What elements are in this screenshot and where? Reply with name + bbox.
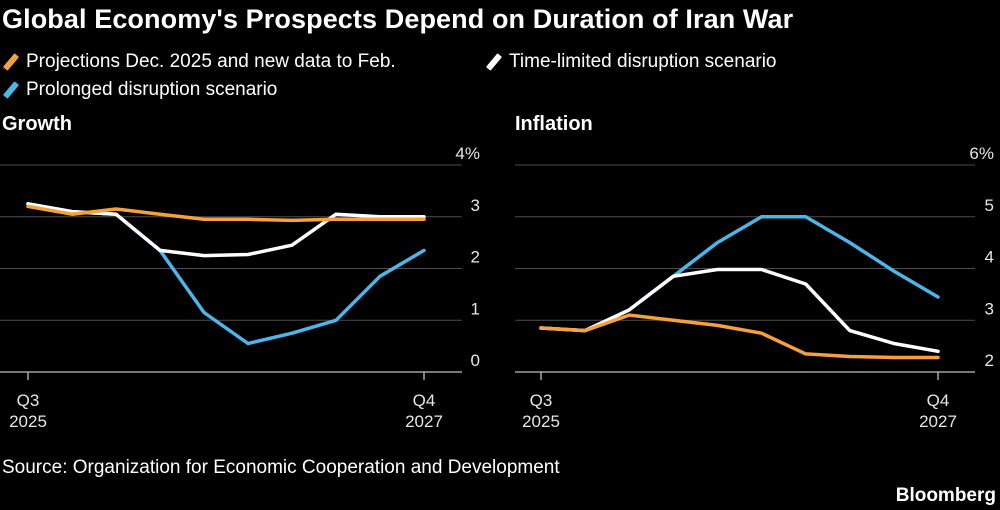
legend-label-prolonged: Prolonged disruption scenario <box>26 79 278 100</box>
bloomberg-logo: Bloomberg <box>895 485 996 506</box>
growth-x-tick-label: 2027 <box>405 412 443 431</box>
inflation-series-projections <box>539 313 940 360</box>
inflation-y-tick-label: 2 <box>985 351 994 370</box>
growth-x-tick-label: 2025 <box>9 412 47 431</box>
inflation-x-tick-label: Q4 <box>927 391 950 410</box>
inflation-y-tick-label: 4 <box>985 248 994 267</box>
legend-label-projections: Projections Dec. 2025 and new data to Fe… <box>26 51 396 72</box>
legend-label-time-limited: Time-limited disruption scenario <box>509 51 777 72</box>
growth-x-tick-label: Q4 <box>413 391 436 410</box>
growth-chart: 0 1 2 3 4% Q3 2025 Q4 2027 <box>0 144 480 431</box>
growth-x-tick-label: Q3 <box>17 391 40 410</box>
inflation-x-tick-label: 2027 <box>919 412 957 431</box>
source-note: Source: Organization for Economic Cooper… <box>2 457 560 478</box>
growth-y-tick-label: 3 <box>471 196 480 215</box>
growth-y-tick-label: 0 <box>471 351 480 370</box>
inflation-series-prolonged <box>539 215 940 333</box>
inflation-y-tick-label: 6% <box>969 144 994 163</box>
growth-y-tick-label: 4% <box>455 144 480 163</box>
inflation-chart: 2 3 4 5 6% Q3 2025 Q4 2027 <box>515 144 994 431</box>
inflation-y-tick-label: 5 <box>985 196 994 215</box>
growth-y-tick-label: 2 <box>471 248 480 267</box>
inflation-series-time-limited <box>539 267 940 354</box>
inflation-x-tick-label: Q3 <box>530 391 553 410</box>
inflation-panel-title: Inflation <box>515 113 593 135</box>
inflation-x-tick-label: 2025 <box>522 412 560 431</box>
growth-y-tick-label: 1 <box>471 299 480 318</box>
legend-item-prolonged: Prolonged disruption scenario <box>0 79 277 101</box>
growth-series-projections <box>26 204 426 223</box>
growth-panel-title: Growth <box>2 113 72 135</box>
inflation-y-tick-label: 3 <box>985 299 994 318</box>
chart-title: Global Economy's Prospects Depend on Dur… <box>2 4 794 34</box>
legend-item-projections: Projections Dec. 2025 and new data to Fe… <box>0 51 396 73</box>
legend: Projections Dec. 2025 and new data to Fe… <box>0 48 1000 108</box>
legend-item-time-limited: Time-limited disruption scenario <box>483 51 777 73</box>
